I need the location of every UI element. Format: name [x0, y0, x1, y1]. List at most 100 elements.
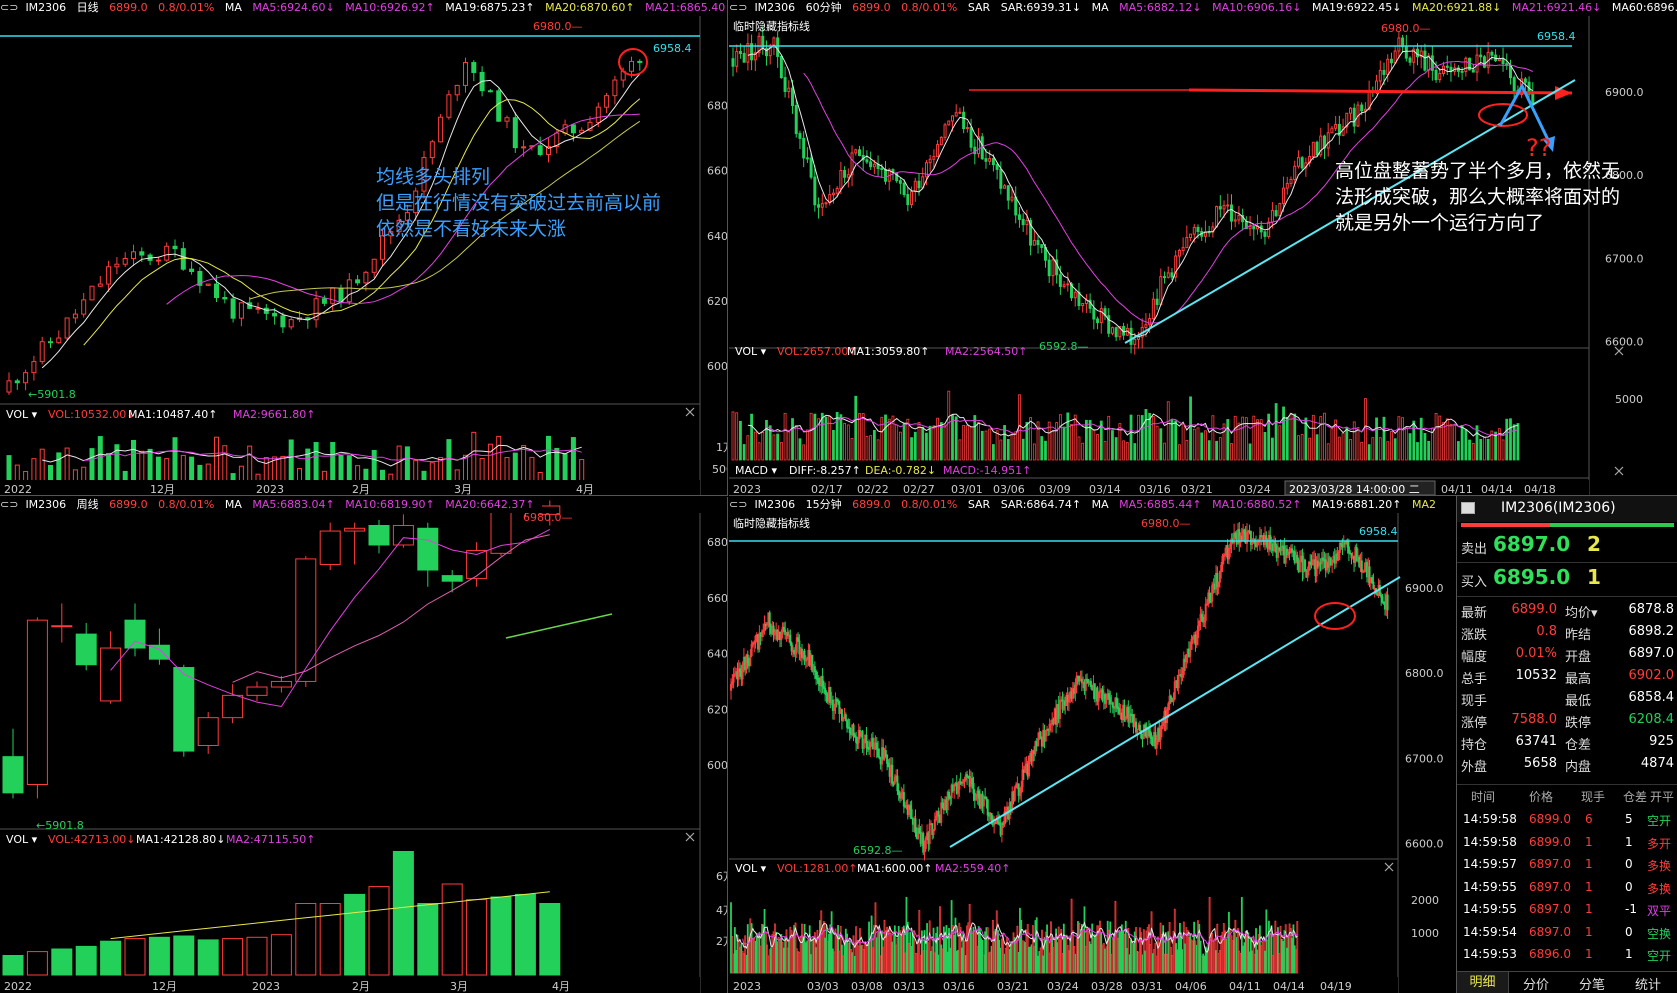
daily-candle-body	[272, 312, 278, 317]
h60-candle-body	[1226, 204, 1230, 207]
tab-statistics[interactable]: 统计	[1635, 978, 1662, 993]
stat-row: 总手 10532 最高 6902.0	[1457, 665, 1677, 687]
weekly-vol-bar	[490, 896, 512, 976]
stat-value: 6897.0	[1628, 646, 1675, 661]
annotation-line: 均线多头排列	[376, 166, 491, 188]
sar-dropdown[interactable]: SAR	[967, 498, 991, 511]
daily-candle-body	[14, 380, 20, 384]
m15-candle-body	[918, 827, 921, 834]
m15-vol-bar	[802, 936, 805, 974]
tab-detail[interactable]: 明细	[1457, 972, 1509, 993]
h60-vol-bar	[1077, 436, 1081, 461]
h60-vol-bar	[1189, 396, 1192, 461]
ma20-line	[166, 113, 640, 305]
daily-chart-panel[interactable]: ⊂⊃ IM2306 日线 6899.0 0.8/0.01% MA MA5:6924…	[0, 0, 728, 496]
m15-vol-bar	[931, 946, 934, 974]
high-marker: 6980.0—	[533, 20, 583, 33]
stat-value: 6878.8	[1628, 602, 1675, 617]
h60-vol-bar	[951, 414, 954, 461]
minimize-icon[interactable]	[1461, 502, 1475, 514]
m15-vol-bar	[1087, 930, 1090, 974]
symbol-label: IM2306	[754, 498, 796, 511]
m15-candle-body	[1135, 721, 1138, 733]
ma-dropdown[interactable]: MA	[1091, 498, 1109, 511]
x-axis-bg	[0, 480, 700, 495]
m15-candle-body	[844, 714, 847, 722]
m15-candle-body	[1015, 784, 1018, 789]
m15-candle-body	[1251, 542, 1254, 545]
m15-candle-body	[731, 681, 734, 685]
sar-dropdown[interactable]: SAR	[967, 1, 991, 14]
h60-vol-bar	[1230, 443, 1233, 461]
m15-vol-bar	[754, 940, 757, 974]
h60-vol-bar	[1185, 440, 1189, 461]
h60-vol-bar	[1073, 414, 1077, 461]
m15-candlestick-chart[interactable]: 6958.4 6980.0— 6592.8— 6900.0 6800.0 6700.0 66…	[729, 497, 1456, 993]
vol-ma1-line	[735, 921, 1298, 954]
tab-tick[interactable]: 分笔	[1579, 978, 1606, 993]
m15-vol-bar	[856, 939, 859, 974]
m15-candle-body	[1309, 561, 1312, 565]
m15-vol-bar	[904, 952, 907, 974]
m15-chart-panel[interactable]: ⊂⊃ IM2306 15分钟 6899.0 0.8/0.01% SAR SAR:6…	[729, 497, 1456, 993]
m15-vol-bar	[908, 942, 910, 974]
m15-vol-bar	[731, 935, 734, 974]
h60-vol-bar	[1490, 430, 1494, 461]
h60-candle-body	[973, 146, 977, 155]
m15-candle-body	[884, 750, 887, 756]
weekly-vol-bar	[26, 951, 48, 976]
m15-candle-body	[950, 784, 953, 799]
ma-dropdown[interactable]: MA	[224, 1, 242, 14]
period-dropdown[interactable]: 60分钟	[805, 1, 842, 14]
m15-candle-body	[1182, 658, 1185, 675]
trade-open-close: 多换	[1647, 859, 1672, 873]
m15-candle-body	[822, 685, 825, 689]
m15-candle-body	[1233, 532, 1236, 544]
stat-value: 0.01%	[1515, 646, 1557, 661]
m15-candle-body	[1363, 570, 1366, 573]
ma10-value: MA10:6880.52↑	[1212, 498, 1302, 511]
daily-candle-body	[471, 62, 477, 73]
ask-price[interactable]: 6897.0	[1493, 532, 1571, 556]
ma-dropdown[interactable]: MA	[1091, 1, 1109, 14]
period-dropdown[interactable]: 15分钟	[805, 498, 842, 511]
weekly-chart-panel[interactable]: ⊂⊃ IM2306 周线 6899.0 0.8/0.01% MA MA5:6883…	[0, 497, 728, 993]
h60-candle-body	[939, 136, 943, 146]
m15-vol-bar	[937, 954, 940, 974]
m15-candle-body	[1243, 529, 1246, 534]
tab-price-distribution[interactable]: 分价	[1523, 978, 1550, 993]
m15-candle-body	[1195, 637, 1198, 645]
daily-candle-body	[189, 268, 195, 272]
h60-chart-panel[interactable]: ⊂⊃ IM2306 60分钟 6899.0 0.8/0.01% SAR SAR:6…	[729, 0, 1677, 496]
m15-vol-bar	[820, 910, 823, 974]
h60-candle-body	[1415, 48, 1419, 58]
h60-candle-body	[1501, 58, 1505, 65]
m15-candle-body	[782, 626, 785, 631]
ma-dropdown[interactable]: MA	[224, 498, 242, 511]
m15-vol-bar	[905, 896, 908, 974]
h60-candle-body	[1070, 283, 1074, 299]
m15-vol-bar	[984, 931, 987, 974]
h60-candle-body	[1192, 226, 1196, 235]
trade-price: 6897.0	[1529, 857, 1571, 871]
daily-candlestick-chart[interactable]: 6958.4 6980.0— ←5901.8 6800.0 6600.0 6400.0 62…	[0, 0, 728, 496]
period-dropdown[interactable]: 周线	[76, 498, 99, 511]
m15-candle-body	[746, 654, 749, 664]
h60-candle-body	[1092, 307, 1096, 320]
m15-candle-body	[780, 633, 783, 641]
weekly-candlestick-chart[interactable]: 6980.0— ←5901.8 6800.0 6600.0 6400.0 6200.0 60…	[0, 497, 728, 993]
m15-vol-bar	[830, 911, 833, 974]
m15-candle-body	[834, 698, 837, 708]
x-tick: 12月	[152, 980, 177, 993]
ma10-value: MA10:6926.92↑	[345, 1, 435, 14]
trade-price: 6896.0	[1529, 947, 1571, 961]
h60-candlestick-chart[interactable]: 6958.4 6980.0— 6592.8—?? 6900.0 6800.0 6700.0…	[729, 0, 1677, 496]
m15-vol-bar	[1259, 925, 1261, 974]
h60-vol-bar	[750, 413, 754, 461]
period-dropdown[interactable]: 日线	[76, 1, 99, 14]
bid-price[interactable]: 6895.0	[1493, 565, 1571, 589]
h60-vol-bar	[753, 431, 757, 461]
m15-candle-body	[1355, 546, 1358, 562]
m15-candle-body	[873, 746, 876, 750]
m15-vol-bar	[730, 902, 732, 974]
